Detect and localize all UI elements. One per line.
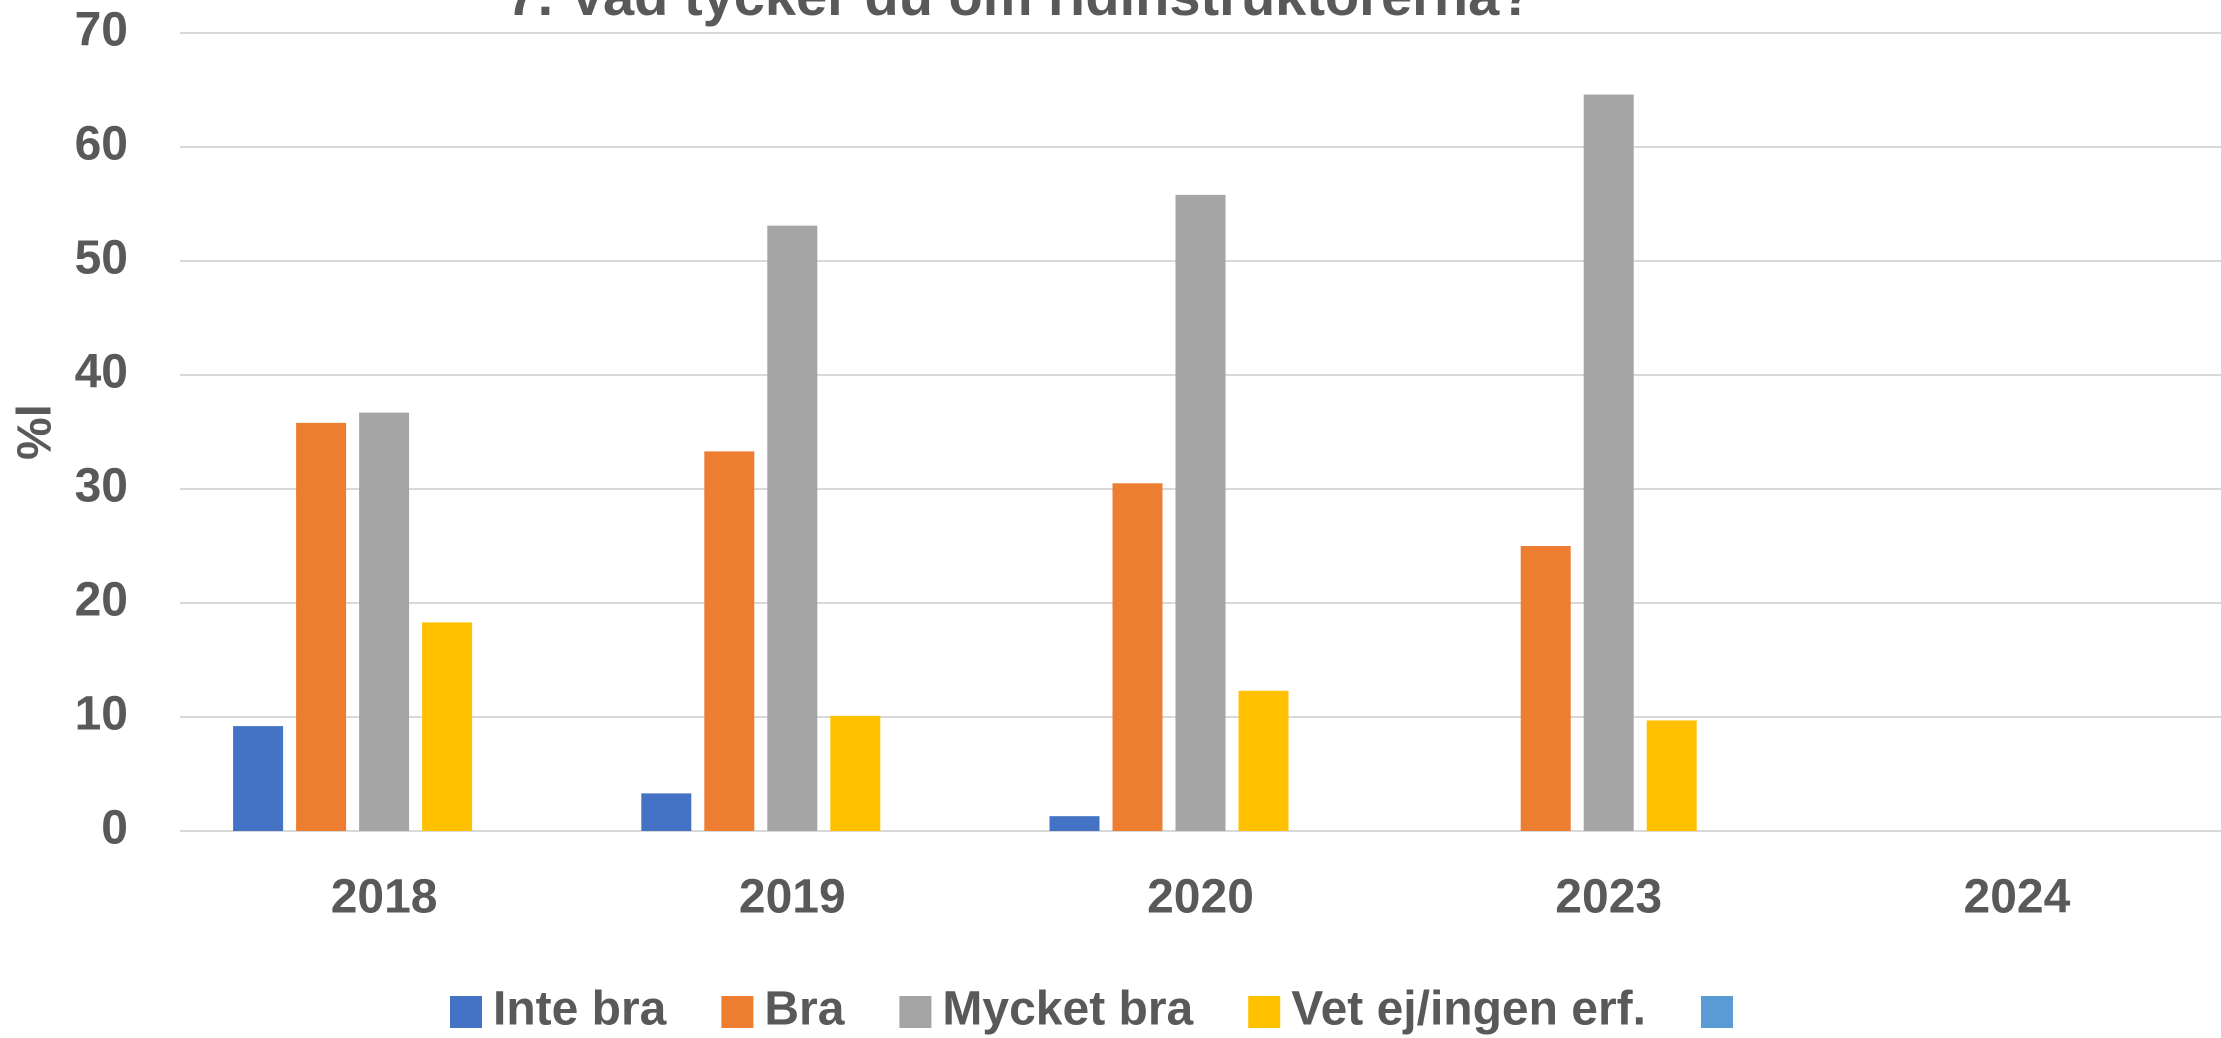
legend-label: Vet ej/ingen erf. [1291, 983, 1646, 1036]
x-tick-label: 2018 [331, 871, 438, 924]
legend-label: Bra [764, 983, 844, 1036]
bar [233, 726, 284, 831]
legend-swatch [450, 996, 482, 1028]
bar [359, 412, 410, 831]
legend-swatch [899, 996, 932, 1028]
bar [296, 422, 347, 831]
legend-label: Inte bra [493, 983, 667, 1036]
y-tick-label: 60 [75, 118, 128, 171]
bar [704, 451, 755, 831]
y-tick-label: 50 [75, 232, 128, 285]
y-tick-label: 10 [75, 688, 128, 741]
y-axis-label: %l [9, 404, 62, 460]
bar [641, 793, 692, 831]
bar [1238, 690, 1289, 831]
chart-title: 7. Vad tycker du om ridinstruktörerna? [507, 0, 1534, 27]
x-tick-label: 2020 [1147, 871, 1254, 924]
bar [1583, 94, 1634, 831]
x-tick-label: 2024 [1964, 871, 2071, 924]
bar [767, 225, 818, 831]
y-tick-label: 30 [75, 460, 128, 513]
bar [1112, 483, 1163, 831]
bar [1520, 546, 1571, 831]
y-tick-label: 0 [101, 802, 128, 855]
y-tick-label: 20 [75, 574, 128, 627]
y-tick-label: 40 [75, 346, 128, 399]
legend-swatch [1700, 996, 1733, 1028]
legend-swatch [1248, 996, 1281, 1028]
y-tick-label: 70 [75, 4, 128, 57]
legend-label: Mycket bra [942, 983, 1193, 1036]
x-tick-label: 2019 [739, 871, 846, 924]
bar [1175, 194, 1226, 831]
bar [1049, 816, 1100, 831]
bar [830, 715, 881, 831]
bar [422, 622, 473, 831]
x-tick-label: 2023 [1555, 871, 1662, 924]
legend-swatch [721, 996, 754, 1028]
bar [1646, 720, 1697, 831]
